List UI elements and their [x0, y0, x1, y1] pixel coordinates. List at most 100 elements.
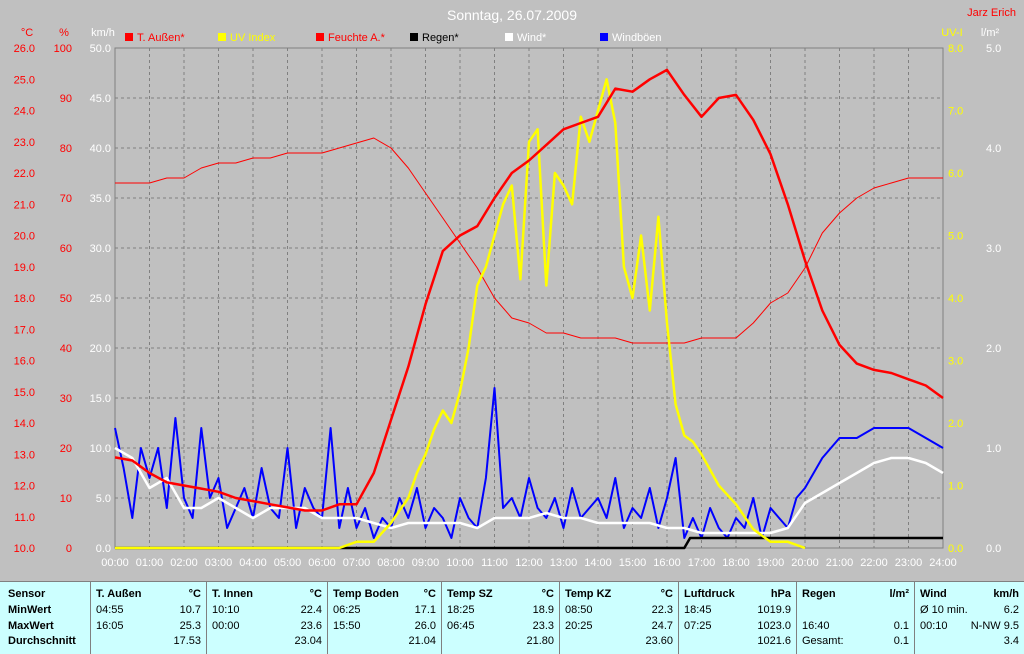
min-time: 06:25	[333, 604, 361, 616]
axis-label-temp: °C	[21, 27, 33, 39]
min-time: 18:25	[447, 604, 475, 616]
y-tick-temp: 18.0	[14, 293, 35, 305]
y-tick-temp: 25.0	[14, 74, 35, 86]
legend-label: T. Außen*	[137, 32, 185, 44]
y-tick-temp: 19.0	[14, 262, 35, 274]
y-tick-temp: 11.0	[14, 512, 35, 524]
x-tick-label: 06:00	[308, 557, 336, 569]
column-name: Temp Boden	[333, 588, 399, 600]
x-tick-label: 01:00	[136, 557, 164, 569]
max-time: 00:00	[212, 620, 240, 632]
legend-label: Feuchte A.*	[328, 32, 386, 44]
column-unit: km/h	[993, 588, 1019, 600]
series	[114, 68, 944, 550]
x-tick-label: 12:00	[515, 557, 543, 569]
avg-value: 23.04	[294, 635, 322, 647]
x-tick-label: 23:00	[895, 557, 923, 569]
legend-swatch	[218, 33, 226, 41]
column-name: Regen	[802, 588, 836, 600]
axis-label-uv: UV-I	[941, 27, 962, 39]
column-unit: °C	[188, 588, 201, 600]
y-tick-percent: 40	[60, 343, 72, 355]
legend-label: Windböen	[612, 32, 662, 44]
y-tick-percent: 80	[60, 143, 72, 155]
legend-label: UV Index	[230, 32, 276, 44]
y-tick-temp: 15.0	[14, 387, 35, 399]
max-value: 25.3	[179, 620, 201, 632]
max-time: 16:40	[802, 620, 830, 632]
series-wind-	[114, 446, 944, 535]
y-tick-uv: 8.0	[948, 43, 963, 55]
stats-column: T. Innen °C 10:10 22.4 00:00 23.6 23.04	[206, 582, 328, 654]
y-tick-speed: 10.0	[90, 443, 111, 455]
legend-swatch	[600, 33, 608, 41]
x-tick-label: 04:00	[239, 557, 267, 569]
row-label: MinWert	[8, 604, 52, 616]
stats-column: Regen l/m² 16:40 0.1 Gesamt: 0.1	[796, 582, 915, 654]
y-tick-percent: 100	[54, 43, 72, 55]
y-tick-percent: 70	[60, 193, 72, 205]
axis-label-percent: %	[59, 27, 69, 39]
y-tick-percent: 90	[60, 93, 72, 105]
min-time: 08:50	[565, 604, 593, 616]
y-tick-uv: 2.0	[948, 418, 963, 430]
avg-value: 3.4	[1003, 635, 1019, 647]
y-tick-uv: 3.0	[948, 356, 963, 368]
y-tick-rain: 5.0	[986, 43, 1001, 55]
max-value: 23.6	[300, 620, 322, 632]
x-tick-label: 18:00	[722, 557, 750, 569]
min-time: 04:55	[96, 604, 124, 616]
y-tick-percent: 10	[60, 493, 72, 505]
row-label: Sensor	[8, 588, 46, 600]
column-unit: °C	[660, 588, 673, 600]
legend-swatch	[410, 33, 418, 41]
max-time: 16:05	[96, 620, 124, 632]
column-unit: °C	[541, 588, 554, 600]
y-tick-speed: 50.0	[90, 43, 111, 55]
x-tick-label: 13:00	[550, 557, 578, 569]
y-tick-uv: 1.0	[948, 481, 963, 493]
column-unit: °C	[423, 588, 436, 600]
column-name: T. Außen	[96, 588, 142, 600]
chart-title: Sonntag, 26.07.2009	[447, 7, 577, 23]
max-time: 06:45	[447, 620, 475, 632]
y-tick-rain: 3.0	[986, 243, 1001, 255]
axis-label-rain: l/m²	[981, 27, 1000, 39]
weather-chart: 00:00 01:00 02:00 03:00 04:00 05:00 06:00 07:00…	[13, 7, 1016, 569]
x-tick-label: 09:00	[412, 557, 440, 569]
column-unit: l/m²	[889, 588, 909, 600]
grid	[115, 48, 943, 548]
x-tick-label: 00:00	[101, 557, 129, 569]
y-tick-percent: 30	[60, 393, 72, 405]
legend: T. Außen* UV Index Feuchte A.* Regen* Wind* W…	[125, 32, 662, 44]
legend-label: Wind*	[517, 32, 547, 44]
statistics-table: Sensor MinWert MaxWert Durchschnitt T. Außen…	[0, 581, 1024, 654]
y-tick-temp: 26.0	[14, 43, 35, 55]
y-tick-rain: 0.0	[986, 543, 1001, 555]
x-tick-label: 10:00	[446, 557, 474, 569]
max-time: 20:25	[565, 620, 593, 632]
avg-label: Gesamt:	[802, 635, 844, 647]
legend-swatch	[125, 33, 133, 41]
stats-column: Temp KZ °C 08:50 22.3 20:25 24.7 23.60	[559, 582, 679, 654]
column-unit: °C	[309, 588, 322, 600]
min-time: Ø 10 min.	[920, 604, 968, 616]
y-tick-uv: 4.0	[948, 293, 963, 305]
y-tick-temp: 22.0	[14, 168, 35, 180]
y-tick-uv: 0.0	[948, 543, 963, 555]
series-feuchte-a-	[115, 137, 943, 344]
min-value: 22.3	[651, 604, 673, 616]
min-value: 6.2	[1003, 604, 1019, 616]
max-time: 15:50	[333, 620, 361, 632]
x-tick-label: 02:00	[170, 557, 198, 569]
y-tick-rain: 4.0	[986, 143, 1001, 155]
max-value: 0.1	[893, 620, 909, 632]
axes: 00:00 01:00 02:00 03:00 04:00 05:00 06:00 07:00…	[14, 27, 1002, 569]
max-value: 26.0	[414, 620, 436, 632]
avg-value: 1021.6	[757, 635, 791, 647]
y-tick-speed: 0.0	[96, 543, 111, 555]
y-tick-temp: 14.0	[14, 418, 35, 430]
y-tick-percent: 60	[60, 243, 72, 255]
min-value: 17.1	[414, 604, 436, 616]
axis-label-speed: km/h	[91, 27, 115, 39]
